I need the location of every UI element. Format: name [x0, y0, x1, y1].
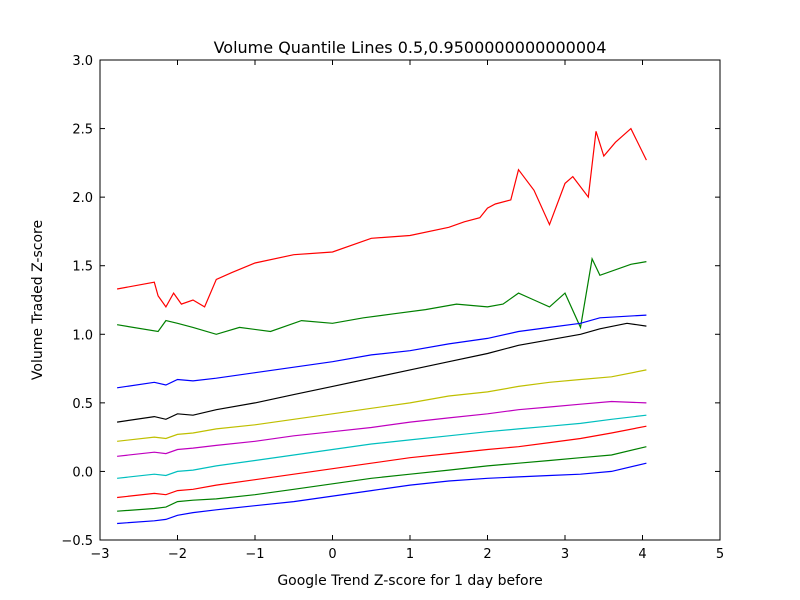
series-line-9 — [117, 446, 647, 512]
y-tick-label: 1.5 — [72, 260, 93, 275]
x-tick-label: 1 — [406, 547, 414, 562]
series-layer — [116, 127, 647, 525]
x-tick-label: −2 — [168, 547, 187, 562]
series-line-5 — [117, 369, 647, 442]
series-line-3 — [117, 314, 647, 389]
x-tick-label: 0 — [328, 547, 336, 562]
tick-layer: −3 −2 −1 0 1 2 3 4 5 −0.5 0.0 0.5 1.0 1.5 2.0 2.5 3.0 — [61, 54, 724, 562]
x-tick-label: 4 — [638, 547, 646, 562]
x-tick-label: 5 — [716, 547, 724, 562]
y-tick-label: 0.5 — [72, 397, 93, 412]
series-line-2 — [117, 256, 647, 335]
x-tick-label: 2 — [483, 547, 491, 562]
y-tick-label: −0.5 — [61, 534, 93, 549]
y-axis-label: Volume Traded Z-score — [30, 220, 46, 380]
x-tick-label: 3 — [561, 547, 569, 562]
series-line-8 — [117, 425, 647, 499]
y-tick-label: 1.0 — [72, 328, 93, 343]
y-tick-label: 2.5 — [72, 123, 93, 138]
series-line-10 — [117, 462, 647, 525]
y-tick-label: 3.0 — [72, 54, 93, 69]
x-axis-label: Google Trend Z-score for 1 day before — [277, 573, 542, 589]
series-line-4 — [117, 322, 647, 423]
y-tick-label: 2.0 — [72, 191, 93, 206]
y-tick-label: 0.0 — [72, 465, 93, 480]
chart-title: Volume Quantile Lines 0.5,0.950000000000… — [214, 38, 607, 57]
series-line-7 — [117, 414, 647, 479]
series-line-6 — [117, 400, 647, 457]
x-tick-label: −1 — [245, 547, 264, 562]
series-line-1 — [116, 127, 647, 309]
x-tick-label: −3 — [90, 547, 109, 562]
